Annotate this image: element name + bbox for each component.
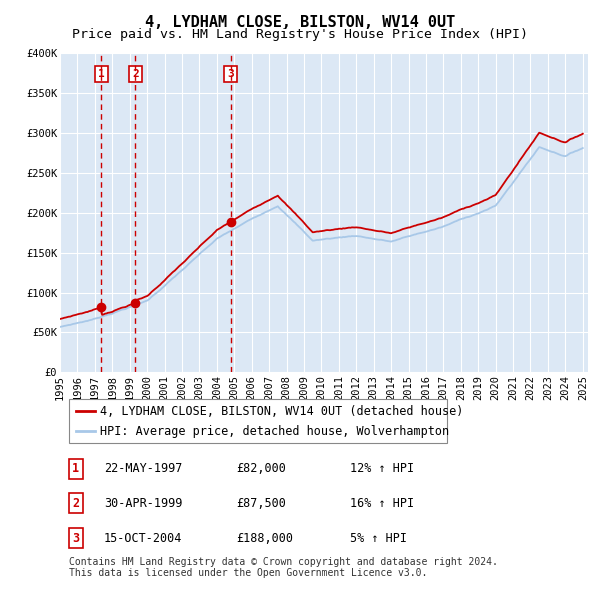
Text: £188,000: £188,000 [236, 532, 293, 545]
Text: HPI: Average price, detached house, Wolverhampton: HPI: Average price, detached house, Wolv… [100, 425, 449, 438]
Text: 15-OCT-2004: 15-OCT-2004 [104, 532, 182, 545]
Text: 4, LYDHAM CLOSE, BILSTON, WV14 0UT (detached house): 4, LYDHAM CLOSE, BILSTON, WV14 0UT (deta… [100, 405, 463, 418]
Text: £82,000: £82,000 [236, 462, 286, 476]
FancyBboxPatch shape [69, 399, 447, 443]
Text: 1: 1 [98, 69, 105, 79]
Text: 1: 1 [72, 462, 79, 476]
Text: 16% ↑ HPI: 16% ↑ HPI [350, 497, 415, 510]
Text: 3: 3 [72, 532, 79, 545]
Text: 5% ↑ HPI: 5% ↑ HPI [350, 532, 407, 545]
Text: 12% ↑ HPI: 12% ↑ HPI [350, 462, 415, 476]
Text: 3: 3 [227, 69, 234, 79]
Text: Price paid vs. HM Land Registry's House Price Index (HPI): Price paid vs. HM Land Registry's House … [72, 28, 528, 41]
Text: 4, LYDHAM CLOSE, BILSTON, WV14 0UT: 4, LYDHAM CLOSE, BILSTON, WV14 0UT [145, 15, 455, 30]
Text: 30-APR-1999: 30-APR-1999 [104, 497, 182, 510]
Text: £87,500: £87,500 [236, 497, 286, 510]
Text: 2: 2 [72, 497, 79, 510]
Text: Contains HM Land Registry data © Crown copyright and database right 2024.: Contains HM Land Registry data © Crown c… [69, 557, 497, 567]
Text: This data is licensed under the Open Government Licence v3.0.: This data is licensed under the Open Gov… [69, 568, 427, 578]
Text: 2: 2 [132, 69, 139, 79]
Text: 22-MAY-1997: 22-MAY-1997 [104, 462, 182, 476]
